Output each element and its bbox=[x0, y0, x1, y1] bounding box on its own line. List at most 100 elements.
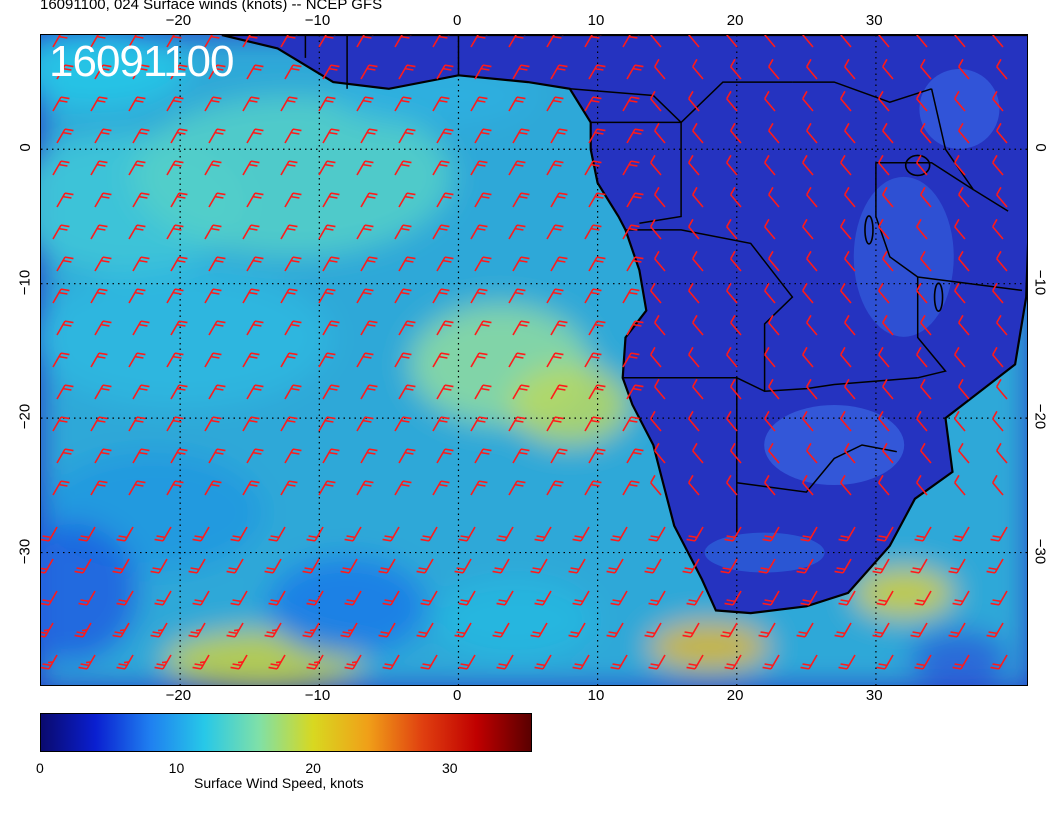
latitude-label: −10 bbox=[16, 269, 34, 295]
wind-barb bbox=[990, 526, 1008, 542]
wind-barb bbox=[654, 250, 666, 272]
wind-barb bbox=[128, 224, 146, 240]
wind-barb bbox=[806, 58, 818, 80]
wind-barb bbox=[530, 558, 548, 574]
wind-barb bbox=[226, 622, 244, 638]
wind-barb bbox=[610, 590, 628, 606]
wind-barb bbox=[470, 224, 488, 240]
wind-barb bbox=[318, 288, 336, 304]
wind-barb bbox=[242, 160, 260, 176]
wind-barb bbox=[166, 224, 184, 240]
wind-map-canvas bbox=[41, 35, 1027, 685]
wind-barb bbox=[322, 64, 340, 80]
wind-barb bbox=[764, 218, 776, 240]
wind-barb bbox=[318, 96, 336, 112]
wind-barb bbox=[948, 622, 966, 638]
wind-barb bbox=[650, 474, 662, 496]
wind-barb bbox=[692, 58, 704, 80]
wind-barb bbox=[512, 256, 530, 272]
wind-barb bbox=[992, 474, 1004, 496]
longitude-label: 20 bbox=[726, 12, 744, 29]
wind-barb bbox=[764, 474, 776, 496]
wind-barb bbox=[726, 410, 738, 432]
wind-barb bbox=[720, 622, 738, 638]
colorbar-tick-label: 0 bbox=[36, 760, 44, 776]
wind-barb bbox=[844, 186, 856, 208]
wind-barb bbox=[840, 35, 852, 48]
wind-barb bbox=[382, 590, 400, 606]
wind-barb bbox=[546, 416, 564, 432]
wind-barb bbox=[56, 256, 74, 272]
wind-barb bbox=[432, 352, 450, 368]
wind-barb bbox=[546, 352, 564, 368]
wind-barb bbox=[322, 448, 340, 464]
wind-barb bbox=[74, 558, 92, 574]
wind-barb bbox=[56, 448, 74, 464]
wind-map[interactable]: 16091100 bbox=[40, 34, 1028, 686]
wind-barb bbox=[420, 654, 438, 670]
wind-barb bbox=[432, 160, 450, 176]
wind-barb bbox=[398, 320, 416, 336]
wind-barb bbox=[550, 64, 568, 80]
wind-barb bbox=[986, 622, 1004, 638]
wind-barb bbox=[654, 442, 666, 464]
wind-barb bbox=[90, 288, 108, 304]
wind-barb bbox=[432, 224, 450, 240]
wind-barb bbox=[768, 314, 780, 336]
wind-barb bbox=[398, 128, 416, 144]
wind-barb bbox=[398, 64, 416, 80]
run-time-label: 16091100 bbox=[49, 37, 234, 86]
wind-barb bbox=[394, 480, 412, 496]
wind-barb bbox=[954, 154, 966, 176]
wind-barb bbox=[996, 58, 1008, 80]
wind-barb bbox=[650, 410, 662, 432]
wind-barb bbox=[398, 256, 416, 272]
wind-barb bbox=[208, 384, 226, 400]
wind-barb bbox=[768, 378, 780, 400]
wind-barb bbox=[626, 384, 644, 400]
wind-barb bbox=[52, 160, 70, 176]
wind-barb bbox=[318, 352, 336, 368]
wind-barb bbox=[268, 654, 286, 670]
wind-barb bbox=[246, 256, 264, 272]
wind-barb bbox=[806, 186, 818, 208]
wind-barb bbox=[246, 448, 264, 464]
wind-barb bbox=[41, 654, 58, 670]
wind-barb bbox=[322, 192, 340, 208]
wind-barb bbox=[458, 654, 476, 670]
wind-barb bbox=[916, 474, 928, 496]
wind-barb bbox=[550, 320, 568, 336]
wind-barb bbox=[382, 526, 400, 542]
wind-barb bbox=[432, 480, 450, 496]
wind-barb bbox=[306, 526, 324, 542]
wind-barb bbox=[166, 416, 184, 432]
wind-barb bbox=[458, 526, 476, 542]
wind-barb bbox=[958, 314, 970, 336]
wind-barb bbox=[796, 558, 814, 574]
wind-barb bbox=[188, 622, 206, 638]
wind-barb bbox=[94, 320, 112, 336]
wind-barb bbox=[840, 90, 852, 112]
wind-barb bbox=[204, 416, 222, 432]
wind-barb bbox=[52, 416, 70, 432]
wind-barb bbox=[132, 192, 150, 208]
wind-barb bbox=[280, 224, 298, 240]
wind-barb bbox=[546, 96, 564, 112]
longitude-label: −10 bbox=[304, 12, 331, 29]
wind-barb bbox=[170, 64, 188, 80]
wind-barb bbox=[626, 256, 644, 272]
wind-barb bbox=[650, 90, 662, 112]
wind-barb bbox=[90, 35, 108, 48]
wind-barb bbox=[280, 288, 298, 304]
wind-barb bbox=[568, 622, 586, 638]
wind-barb bbox=[322, 256, 340, 272]
wind-barb bbox=[692, 314, 704, 336]
wind-barb bbox=[730, 58, 742, 80]
wind-barb bbox=[726, 90, 738, 112]
wind-barb bbox=[954, 218, 966, 240]
wind-barb bbox=[116, 590, 134, 606]
wind-barb bbox=[204, 35, 222, 48]
wind-barb bbox=[610, 526, 628, 542]
wind-barb bbox=[226, 558, 244, 574]
wind-barb bbox=[692, 378, 704, 400]
